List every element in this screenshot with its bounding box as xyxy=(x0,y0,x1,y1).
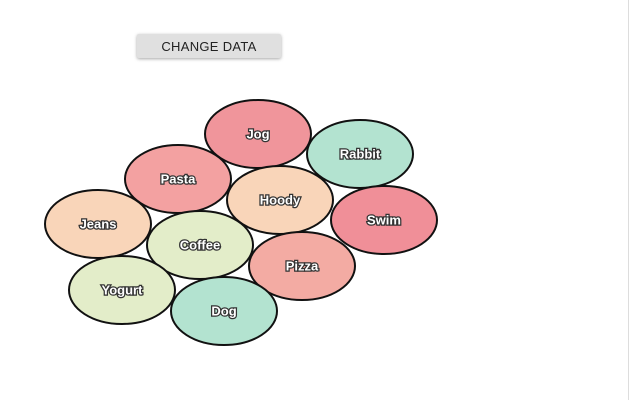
bubble-label: Coffee xyxy=(180,237,220,252)
bubble[interactable] xyxy=(68,255,176,325)
bubble[interactable] xyxy=(248,231,356,301)
change-data-button[interactable]: CHANGE DATA xyxy=(137,34,281,58)
bubble-label: Jeans xyxy=(80,216,117,231)
bubble[interactable] xyxy=(330,185,438,255)
bubble[interactable] xyxy=(146,210,254,280)
bubble[interactable] xyxy=(306,119,414,189)
bubble-label: Yogurt xyxy=(102,282,144,297)
bubble[interactable] xyxy=(170,276,278,346)
bubble-label: Jog xyxy=(246,126,269,141)
bubble-label: Hoody xyxy=(260,192,301,207)
bubble-label: Pizza xyxy=(286,258,319,273)
edge-line xyxy=(628,0,629,400)
bubble-label: Pasta xyxy=(161,171,196,186)
bubble[interactable] xyxy=(44,189,152,259)
bubble-label: Dog xyxy=(211,303,236,318)
bubble-label: Rabbit xyxy=(340,146,381,161)
bubble-label: Swim xyxy=(367,212,401,227)
